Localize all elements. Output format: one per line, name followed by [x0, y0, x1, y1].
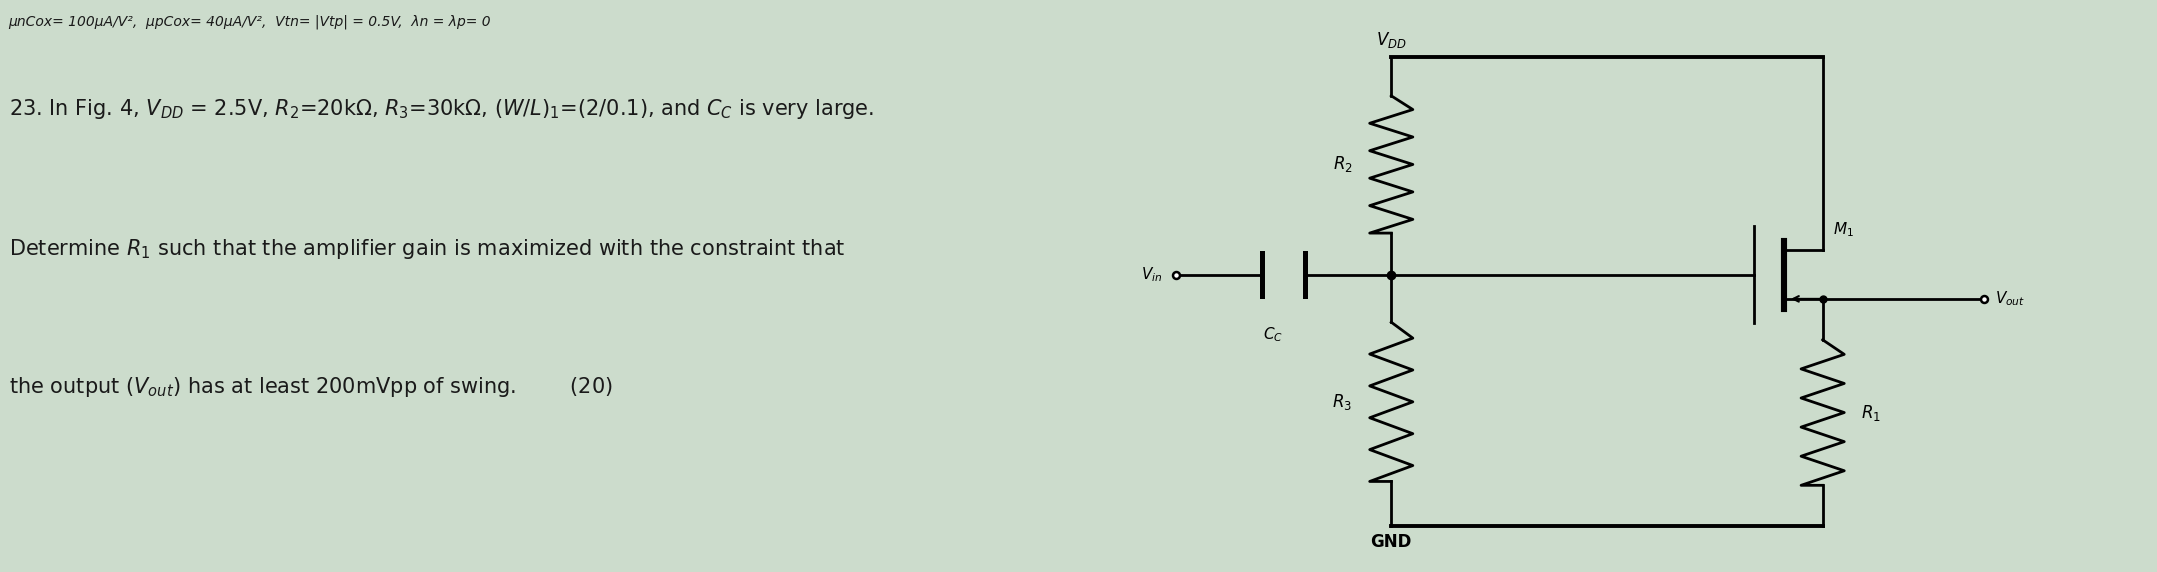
Text: $C_C$: $C_C$ — [1262, 325, 1283, 344]
Text: $V_{in}$: $V_{in}$ — [1141, 265, 1163, 284]
Text: $R_1$: $R_1$ — [1861, 403, 1881, 423]
Text: $V_{DD}$: $V_{DD}$ — [1376, 30, 1406, 50]
Text: $V_{out}$: $V_{out}$ — [1995, 289, 2025, 308]
Text: Determine $R_1$ such that the amplifier gain is maximized with the constraint th: Determine $R_1$ such that the amplifier … — [9, 237, 846, 261]
Text: $R_2$: $R_2$ — [1333, 154, 1352, 174]
Text: the output ($V_{out}$) has at least 200mVpp of swing.        (20): the output ($V_{out}$) has at least 200m… — [9, 375, 613, 399]
Text: $M_1$: $M_1$ — [1833, 220, 1855, 239]
Text: $R_3$: $R_3$ — [1333, 392, 1352, 412]
Text: GND: GND — [1370, 533, 1413, 551]
Text: 23. In Fig. 4, $V_{DD}$ = 2.5V, $R_2$=20kΩ, $R_3$=30kΩ, $(W/L)_1$=(2/0.1), and $: 23. In Fig. 4, $V_{DD}$ = 2.5V, $R_2$=20… — [9, 97, 874, 121]
Text: μnCox= 100μA/V²,  μpCox= 40μA/V²,  Vtn= |Vtp| = 0.5V,  λn = λp= 0: μnCox= 100μA/V², μpCox= 40μA/V², Vtn= |V… — [9, 14, 492, 29]
